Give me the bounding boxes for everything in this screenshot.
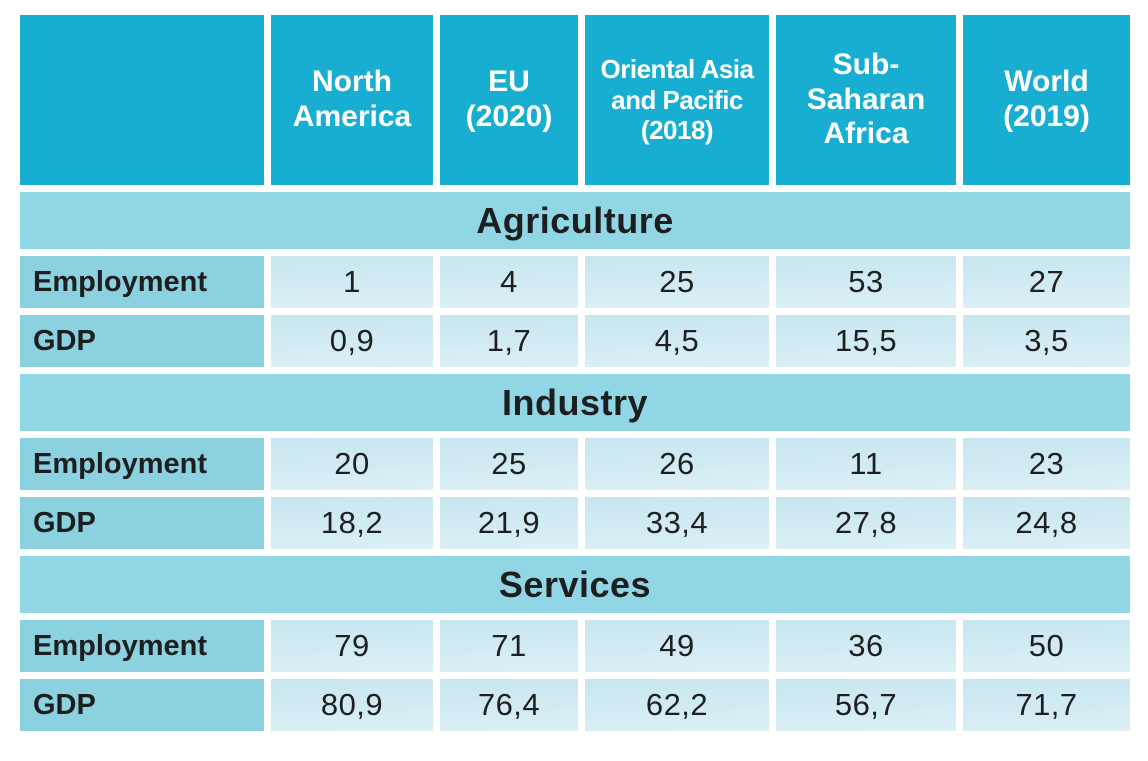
data-cell: 50 xyxy=(963,620,1130,672)
data-cell: 71,7 xyxy=(963,679,1130,731)
data-cell: 1,7 xyxy=(440,315,578,367)
header-row: North America EU (2020) Oriental Asia an… xyxy=(20,15,1130,185)
section-title-agriculture: Agriculture xyxy=(20,192,1130,249)
row-label-employment: Employment xyxy=(20,620,264,672)
header-empty-cell xyxy=(20,15,264,185)
table-row: GDP 0,9 1,7 4,5 15,5 3,5 xyxy=(20,315,1130,367)
data-cell: 76,4 xyxy=(440,679,578,731)
col-header-oriental-asia-pacific-2018: Oriental Asia and Pacific (2018) xyxy=(585,15,769,185)
table-row: Employment 1 4 25 53 27 xyxy=(20,256,1130,308)
table-row: Employment 79 71 49 36 50 xyxy=(20,620,1130,672)
col-header-north-america: North America xyxy=(271,15,433,185)
data-cell: 33,4 xyxy=(585,497,769,549)
sector-economy-table: North America EU (2020) Oriental Asia an… xyxy=(13,8,1137,738)
col-header-sub-saharan-africa: Sub-Saharan Africa xyxy=(776,15,956,185)
row-label-gdp: GDP xyxy=(20,497,264,549)
row-label-gdp: GDP xyxy=(20,315,264,367)
data-cell: 79 xyxy=(271,620,433,672)
col-header-eu-2020: EU (2020) xyxy=(440,15,578,185)
data-cell: 4,5 xyxy=(585,315,769,367)
data-cell: 62,2 xyxy=(585,679,769,731)
data-cell: 25 xyxy=(440,438,578,490)
data-cell: 21,9 xyxy=(440,497,578,549)
section-band-row: Agriculture xyxy=(20,192,1130,249)
col-header-world-2019: World (2019) xyxy=(963,15,1130,185)
data-cell: 4 xyxy=(440,256,578,308)
data-cell: 23 xyxy=(963,438,1130,490)
data-cell: 0,9 xyxy=(271,315,433,367)
data-cell: 27,8 xyxy=(776,497,956,549)
data-cell: 71 xyxy=(440,620,578,672)
data-cell: 18,2 xyxy=(271,497,433,549)
table-row: GDP 18,2 21,9 33,4 27,8 24,8 xyxy=(20,497,1130,549)
data-cell: 27 xyxy=(963,256,1130,308)
row-label-gdp: GDP xyxy=(20,679,264,731)
row-label-employment: Employment xyxy=(20,438,264,490)
data-cell: 53 xyxy=(776,256,956,308)
data-cell: 49 xyxy=(585,620,769,672)
section-band-row: Industry xyxy=(20,374,1130,431)
table-row: Employment 20 25 26 11 23 xyxy=(20,438,1130,490)
data-cell: 20 xyxy=(271,438,433,490)
section-title-services: Services xyxy=(20,556,1130,613)
data-cell: 36 xyxy=(776,620,956,672)
section-band-row: Services xyxy=(20,556,1130,613)
table-row: GDP 80,9 76,4 62,2 56,7 71,7 xyxy=(20,679,1130,731)
data-cell: 1 xyxy=(271,256,433,308)
data-cell: 25 xyxy=(585,256,769,308)
data-cell: 56,7 xyxy=(776,679,956,731)
row-label-employment: Employment xyxy=(20,256,264,308)
section-title-industry: Industry xyxy=(20,374,1130,431)
data-cell: 80,9 xyxy=(271,679,433,731)
data-cell: 15,5 xyxy=(776,315,956,367)
data-cell: 24,8 xyxy=(963,497,1130,549)
data-cell: 26 xyxy=(585,438,769,490)
data-cell: 11 xyxy=(776,438,956,490)
data-cell: 3,5 xyxy=(963,315,1130,367)
